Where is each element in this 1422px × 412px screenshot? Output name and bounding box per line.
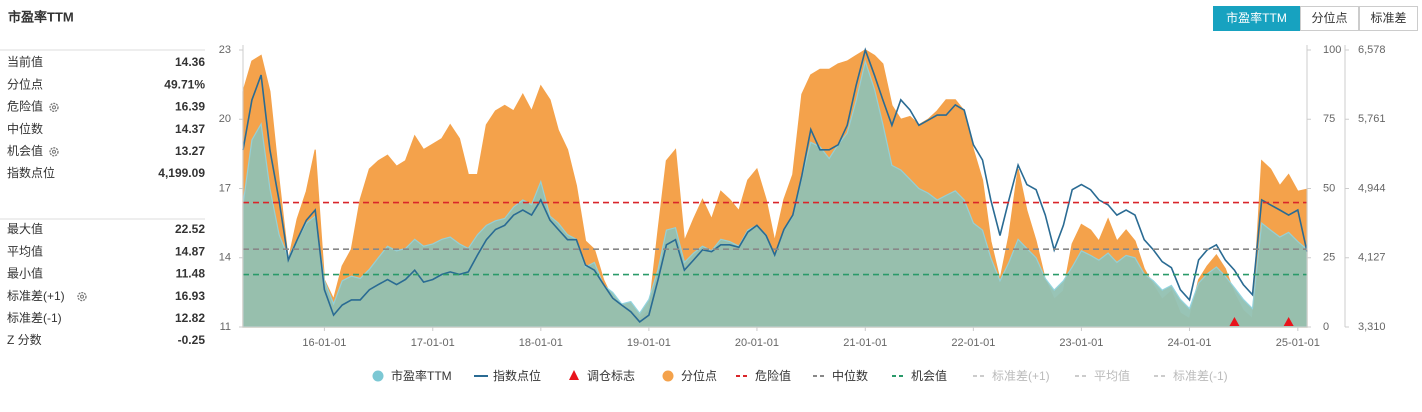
x-tick-label: 22-01-01	[951, 337, 995, 349]
x-tick-label: 24-01-01	[1167, 337, 1211, 349]
settings-icon	[80, 294, 84, 299]
legend-label[interactable]: 平均值	[1094, 368, 1130, 383]
stat-label: 标准差(+1)	[7, 289, 65, 303]
stat-value: 14.36	[175, 55, 205, 69]
settings-icon	[49, 102, 59, 113]
tab-label[interactable]: 分位点	[1311, 10, 1347, 25]
stat-label: 最小值	[7, 266, 43, 281]
settings-icon	[52, 149, 56, 154]
x-tick-label: 25-01-01	[1276, 337, 1320, 349]
stat-label: 最大值	[7, 221, 43, 236]
tick-label: 25	[1323, 252, 1335, 264]
panel-title: 市盈率TTM	[8, 9, 74, 24]
tab-label[interactable]: 标准差	[1370, 11, 1406, 25]
x-tick-label: 21-01-01	[843, 337, 887, 349]
tick-label: 14	[219, 252, 231, 264]
tick-label: 20	[219, 113, 231, 125]
tick-label: 100	[1323, 44, 1341, 56]
tick-label: 4,127	[1358, 252, 1386, 264]
tick-label: 11	[220, 321, 231, 333]
stat-value: 16.93	[175, 289, 205, 303]
stat-label: 当前值	[7, 54, 43, 69]
tab-label[interactable]: 市盈率TTM	[1226, 10, 1287, 25]
x-tick-label: 18-01-01	[519, 337, 563, 349]
stat-label: 中位数	[7, 121, 43, 136]
rebalance-marker	[1283, 317, 1294, 326]
stat-label: 平均值	[7, 243, 43, 258]
legend-label[interactable]: 市盈率TTM	[391, 368, 452, 383]
legend-label[interactable]: 中位数	[832, 368, 868, 383]
x-tick-label: 19-01-01	[627, 337, 671, 349]
tick-label: 6,578	[1358, 44, 1386, 56]
tick-label: 50	[1323, 182, 1335, 194]
legend-label[interactable]: 分位点	[681, 368, 717, 383]
stat-value: -0.25	[178, 333, 206, 347]
tick-label: 23	[219, 44, 231, 56]
rebalance-marker	[1229, 317, 1240, 326]
stat-value: 13.27	[175, 144, 205, 158]
legend-label[interactable]: 危险值	[755, 368, 791, 383]
stat-label: 标准差(-1)	[7, 311, 62, 325]
stat-value: 14.37	[175, 122, 205, 136]
stat-label: Z 分数	[7, 332, 42, 347]
stat-value: 4,199.09	[158, 166, 205, 180]
stat-value: 49.71%	[164, 77, 205, 91]
legend-label[interactable]: 标准差(-1)	[1173, 369, 1228, 383]
stat-label: 分位点	[7, 76, 43, 91]
stat-label: 机会值	[7, 143, 43, 158]
tick-label: 3,310	[1358, 321, 1386, 333]
x-tick-label: 23-01-01	[1059, 337, 1103, 349]
stat-value: 14.87	[175, 244, 205, 258]
x-tick-label: 17-01-01	[411, 337, 455, 349]
legend-label[interactable]: 机会值	[911, 368, 947, 383]
x-tick-label: 16-01-01	[302, 337, 346, 349]
stat-value: 16.39	[175, 100, 205, 114]
stat-label: 危险值	[7, 99, 43, 114]
tick-label: 17	[219, 182, 231, 194]
tick-label: 5,761	[1358, 113, 1386, 125]
settings-icon	[52, 105, 56, 110]
stat-value: 12.82	[175, 311, 205, 325]
stat-value: 11.48	[176, 267, 206, 281]
legend-symbol	[569, 370, 579, 380]
tab-button[interactable]	[1300, 6, 1359, 31]
legend-symbol	[372, 370, 384, 382]
stat-label: 指数点位	[7, 165, 55, 180]
line	[242, 47, 1308, 323]
tick-label: 75	[1323, 113, 1335, 125]
legend-label[interactable]: 指数点位	[493, 368, 541, 383]
settings-icon	[77, 291, 87, 302]
settings-icon	[49, 147, 59, 157]
legend-symbol	[662, 370, 674, 382]
tab-button[interactable]	[1359, 6, 1418, 31]
tick-label: 0	[1323, 321, 1329, 333]
legend-label[interactable]: 标准差(+1)	[992, 369, 1050, 383]
stat-value: 22.52	[175, 222, 205, 236]
tick-label: 4,944	[1358, 182, 1386, 194]
tab-button[interactable]	[1213, 6, 1300, 31]
x-tick-label: 20-01-01	[735, 337, 779, 349]
legend-label[interactable]: 调仓标志	[587, 369, 635, 383]
